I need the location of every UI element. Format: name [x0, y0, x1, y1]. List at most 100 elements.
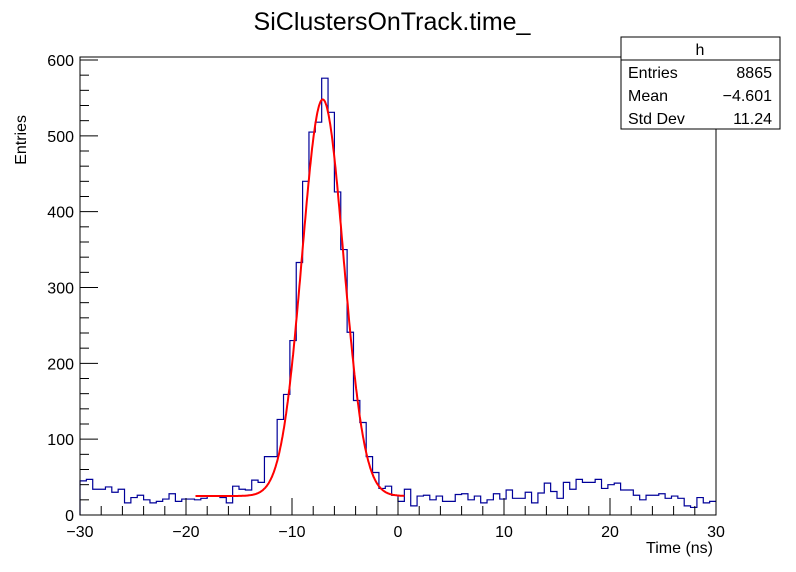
histogram-bin	[334, 192, 340, 515]
histogram-bin	[443, 501, 449, 515]
histogram-bin	[532, 503, 538, 515]
histogram-bin	[118, 489, 124, 515]
histogram-bin	[487, 500, 493, 515]
stats-mean-value: −4.601	[723, 88, 772, 105]
histogram-bin	[665, 498, 671, 515]
x-axis-label: Time (ns)	[646, 540, 713, 557]
histogram-bin	[640, 500, 646, 515]
histogram-bin	[144, 500, 150, 515]
histogram-bin	[328, 112, 334, 515]
histogram-bin	[404, 489, 410, 515]
histogram-bin	[150, 503, 156, 515]
histogram-bin	[226, 503, 232, 515]
x-tick-label: 10	[495, 524, 513, 541]
histogram-bin	[252, 480, 258, 515]
histogram-bin	[258, 482, 264, 515]
histogram-bin	[423, 495, 429, 515]
histogram-bin	[163, 499, 169, 515]
histogram-bin	[315, 122, 321, 515]
histogram-bin	[500, 499, 506, 515]
histogram-bin	[245, 490, 251, 515]
histogram-bin	[557, 498, 563, 515]
histogram-bin	[125, 503, 131, 515]
y-tick-label: 600	[47, 53, 74, 70]
histogram-bin	[633, 495, 639, 515]
histogram-bin	[544, 483, 550, 515]
histogram-bin	[105, 487, 111, 515]
histogram-outline	[79, 77, 716, 515]
histogram-bin	[462, 494, 468, 515]
histogram-bin	[697, 498, 703, 515]
histogram-bin	[436, 496, 442, 515]
histogram-bin	[353, 400, 359, 515]
histogram-bin	[214, 496, 220, 515]
histogram-bin	[201, 498, 207, 515]
histogram-bin	[131, 498, 137, 515]
histogram-bin	[398, 501, 404, 515]
histogram-bin	[156, 501, 162, 515]
histogram-bin	[563, 482, 569, 515]
histogram-bin	[449, 501, 455, 515]
histogram-bin	[112, 492, 118, 515]
histogram-bin	[589, 482, 595, 515]
histogram-bin	[691, 507, 697, 515]
histogram-bin	[468, 500, 474, 515]
histogram-bin	[430, 500, 436, 515]
x-tick-label: −30	[66, 524, 93, 541]
histogram-bin	[239, 489, 245, 515]
histogram-bin	[411, 506, 417, 515]
histogram-bin	[188, 499, 194, 515]
y-tick-label: 400	[47, 205, 74, 222]
y-tick-label: 200	[47, 356, 74, 373]
histogram-bin	[570, 489, 576, 515]
stats-entries-value: 8865	[736, 65, 772, 82]
histogram-bin	[659, 494, 665, 515]
histogram-bin	[671, 496, 677, 515]
histogram-bin	[474, 496, 480, 515]
x-tick-label: 30	[707, 524, 725, 541]
histogram-bin	[417, 496, 423, 515]
histogram-bin	[595, 479, 601, 515]
histogram-bin	[182, 499, 188, 515]
histogram-bin	[169, 494, 175, 515]
histogram-bin	[385, 486, 391, 515]
y-tick-label: 300	[47, 281, 74, 298]
histogram-bin	[506, 490, 512, 515]
stats-stddev-label: Std Dev	[628, 111, 685, 128]
histogram-bin	[93, 489, 99, 515]
histogram-bin	[710, 501, 716, 515]
histogram-bin	[80, 481, 86, 515]
stats-box: h Entries 8865 Mean −4.601 Std Dev 11.24	[620, 36, 781, 130]
x-tick-label: 20	[601, 524, 619, 541]
histogram-bin	[512, 498, 518, 515]
histogram-bin	[220, 498, 226, 515]
stats-entries-label: Entries	[628, 65, 678, 82]
x-tick-label: −10	[278, 524, 305, 541]
stats-title: h	[696, 42, 705, 59]
y-tick-label: 500	[47, 129, 74, 146]
histogram-bin	[233, 486, 239, 515]
histogram-bin	[207, 496, 213, 515]
histogram-bin	[684, 506, 690, 515]
histogram-bin	[646, 495, 652, 515]
histogram-bin	[455, 495, 461, 515]
y-tick-label: 100	[47, 432, 74, 449]
histogram-bars	[80, 78, 716, 515]
histogram-bin	[678, 498, 684, 515]
histogram-bin	[652, 495, 658, 515]
histogram-bin	[602, 488, 608, 515]
histogram-bin	[576, 479, 582, 515]
histogram-bin	[137, 495, 143, 515]
y-tick-label: 0	[65, 508, 74, 525]
histogram-bin	[621, 490, 627, 515]
y-axis-label: Entries	[13, 115, 30, 165]
histogram-bin	[614, 483, 620, 515]
x-tick-label: 0	[394, 524, 403, 541]
histogram-bin	[99, 489, 105, 515]
histogram-bin	[175, 501, 181, 515]
histogram-bin	[703, 503, 709, 515]
histogram-bin	[551, 491, 557, 515]
histogram-bin	[493, 494, 499, 515]
